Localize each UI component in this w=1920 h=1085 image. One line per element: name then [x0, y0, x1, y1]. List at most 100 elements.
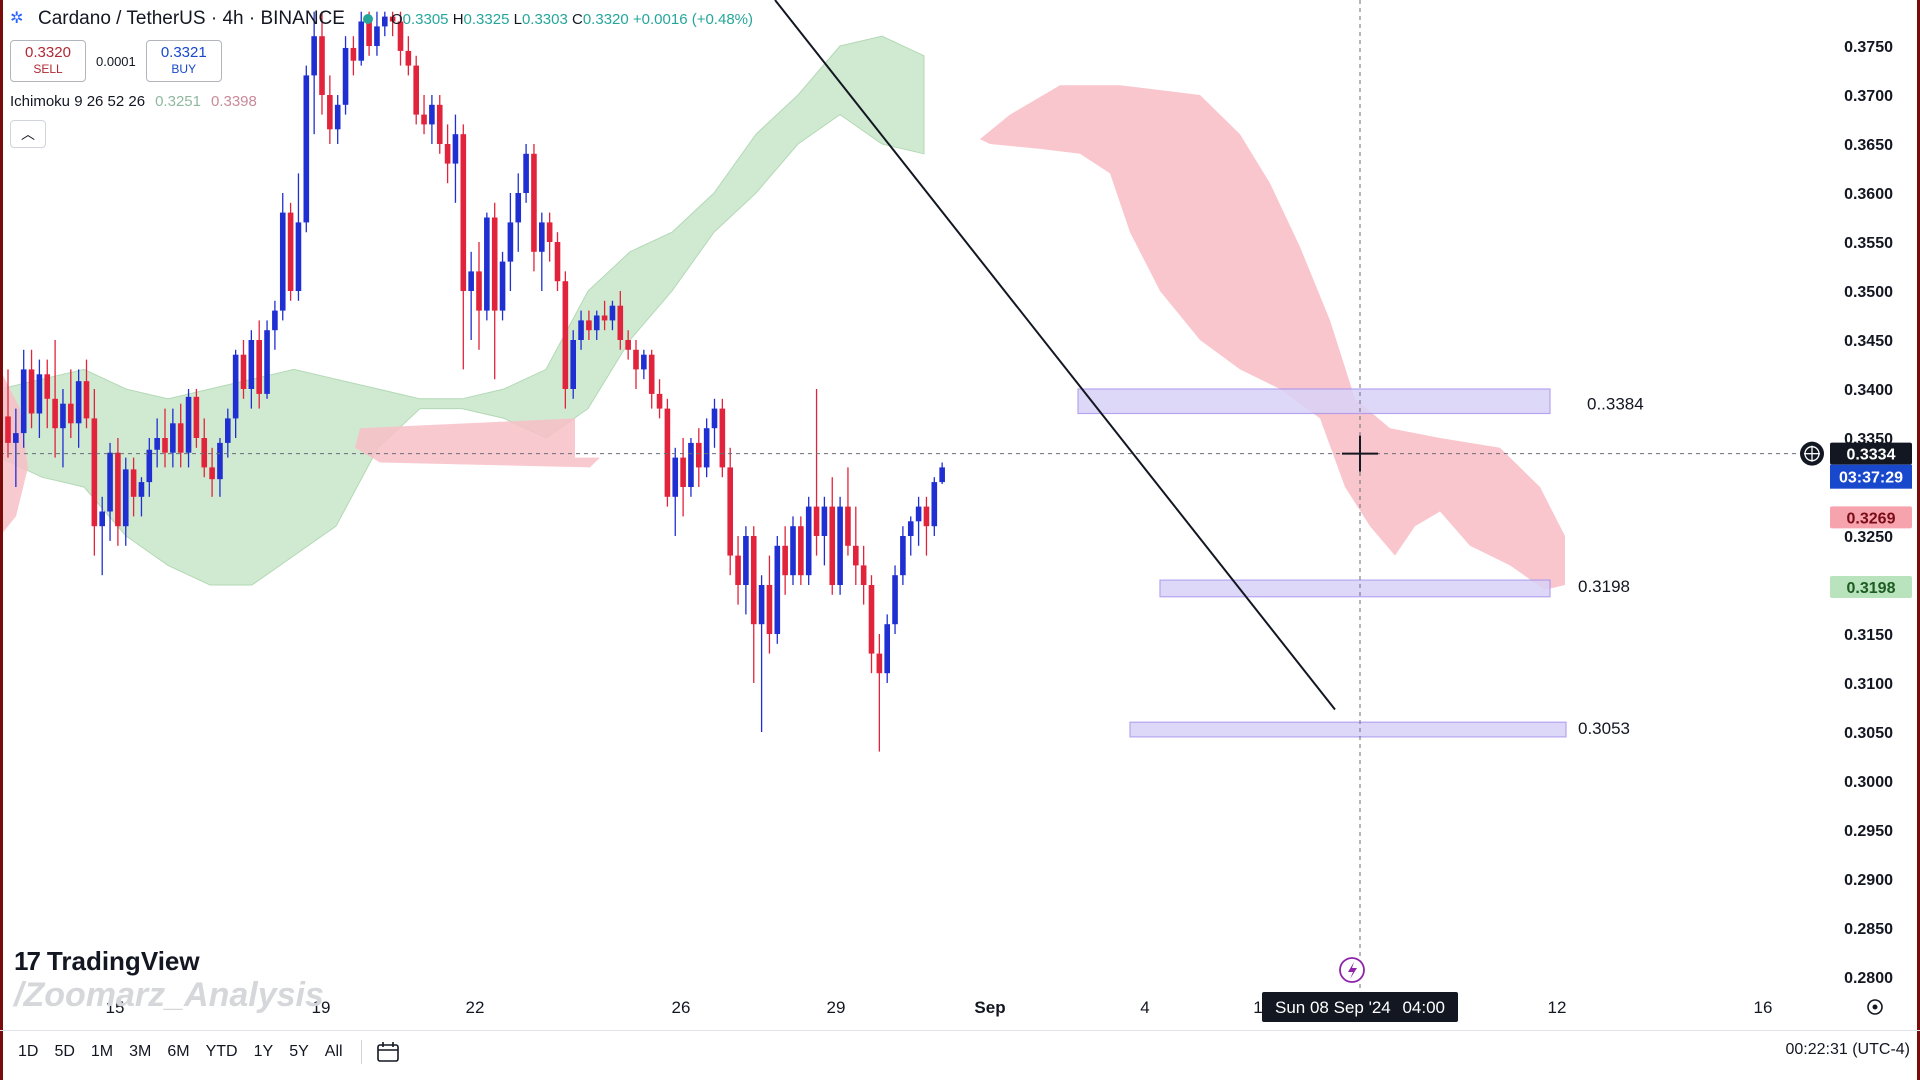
candle-body: [193, 396, 200, 438]
y-tick-label: 0.3450: [1844, 333, 1893, 350]
y-tick-label: 0.3150: [1844, 627, 1893, 644]
ohlc-change: +0.0016 (+0.48%): [632, 10, 753, 28]
spread-value: 0.0001: [96, 53, 136, 69]
ohlc-open: 0.3305: [402, 10, 449, 28]
candle-body: [892, 575, 898, 625]
candle-body: [436, 104, 443, 144]
candle-body: [36, 374, 43, 414]
candle-body: [696, 442, 702, 468]
candle-body: [44, 374, 51, 399]
clock-timezone[interactable]: 00:22:31 (UTC-4): [1785, 1041, 1911, 1058]
countdown-tag-bg: [1830, 464, 1912, 489]
y-tick-label: 0.3400: [1844, 382, 1893, 399]
candle-body: [774, 545, 781, 634]
candle-body: [798, 526, 804, 576]
symbol-title[interactable]: Cardano / TetherUS · 4h · BINANCE: [38, 8, 345, 29]
sell-price: 0.3320: [25, 44, 71, 61]
ichimoku-cloud-bullish: [0, 35, 925, 586]
range-button-5d[interactable]: 5D: [54, 1043, 75, 1060]
candle-body: [334, 104, 341, 130]
y-tick-label: 0.3050: [1844, 725, 1893, 742]
x-tick-label: 1: [1253, 998, 1262, 1017]
candle-body: [405, 50, 412, 66]
candle-body: [122, 469, 129, 527]
frame-edge-right: [1917, 0, 1920, 1080]
range-button-3m[interactable]: 3M: [129, 1043, 152, 1060]
candle-body: [107, 452, 113, 512]
range-button-6m[interactable]: 6M: [167, 1043, 190, 1060]
candle-body: [593, 315, 600, 331]
candle-body: [688, 442, 694, 487]
candle-body: [703, 428, 710, 468]
y-tick-label: 0.3000: [1844, 774, 1893, 791]
y-tick-label: 0.3250: [1844, 529, 1893, 546]
support-zone-3053: [1129, 721, 1567, 738]
indicator-value-1: 0.3251: [155, 93, 201, 110]
candle-body: [468, 271, 474, 291]
tradingview-logo: 17 TradingView: [14, 946, 200, 977]
y-tick-label: 0.3750: [1844, 39, 1893, 56]
range-button-1m[interactable]: 1M: [90, 1043, 114, 1060]
countdown-tag: 03:37:29: [1839, 470, 1903, 487]
range-button-5y[interactable]: 5Y: [289, 1043, 309, 1060]
x-tick-label: 16: [1754, 998, 1773, 1017]
candle-body: [515, 193, 522, 223]
range-button-ytd[interactable]: YTD: [205, 1043, 238, 1060]
level-label: 0.3198: [1578, 577, 1630, 596]
ohlc-high-label: H: [452, 10, 464, 28]
candle-body: [766, 585, 773, 634]
candle-body: [146, 449, 153, 483]
candle-body: [358, 21, 365, 61]
candle-body: [311, 36, 317, 76]
x-tick-label: 4: [1140, 998, 1149, 1017]
range-button-1d[interactable]: 1D: [18, 1043, 39, 1060]
candle-body: [83, 381, 90, 419]
y-tick-label: 0.3700: [1844, 88, 1893, 105]
candle-body: [13, 433, 19, 443]
x-tick-label: 22: [466, 998, 485, 1017]
candle-body: [735, 555, 741, 585]
ichimoku-cloud-bearish-mid: [355, 418, 600, 468]
candle-body: [177, 423, 184, 453]
range-button-1y[interactable]: 1Y: [253, 1043, 274, 1060]
tradingview-logo-text: TradingView: [46, 946, 200, 976]
ohlc-close: 0.3320: [582, 10, 629, 28]
tradingview-mark-icon: 17: [14, 946, 41, 976]
support-zone-3198: [1159, 579, 1551, 598]
candle-body: [484, 217, 490, 311]
buy-button[interactable]: 0.3321 BUY: [145, 40, 222, 82]
candle-body: [790, 526, 796, 576]
frame-edge-left: [0, 0, 3, 1080]
candle-body: [374, 26, 380, 46]
indicator-value-2: 0.3398: [210, 93, 257, 110]
candle-body: [782, 545, 788, 576]
candle-body: [507, 222, 514, 262]
sell-label: SELL: [33, 62, 63, 76]
crosshair-date-bg: [1262, 992, 1458, 1022]
candle-body: [256, 340, 262, 394]
sell-button[interactable]: 0.3320 SELL: [10, 40, 86, 82]
range-button-all[interactable]: All: [324, 1043, 343, 1060]
ohlc-low: 0.3303: [521, 10, 568, 28]
indicator-price-tag-red-bg: [1830, 506, 1912, 529]
indicator-legend[interactable]: Ichimoku 9 26 52 26 0.3251 0.3398: [10, 93, 257, 110]
candle-body: [75, 381, 82, 424]
level-label: 0.3053: [1578, 719, 1630, 738]
candle-body: [664, 408, 671, 497]
x-tick-label: 29: [827, 998, 846, 1017]
candle-body: [523, 153, 529, 193]
collapse-legend-button[interactable]: ︿: [10, 120, 46, 148]
candle-body: [91, 418, 98, 527]
calendar-goto-icon[interactable]: [376, 1041, 402, 1063]
candle-body: [586, 320, 592, 331]
candle-body: [719, 408, 726, 468]
candle-body: [868, 585, 875, 654]
candle-body: [240, 354, 247, 389]
candle-body: [648, 354, 655, 394]
candle-body: [99, 511, 105, 527]
candle-body: [319, 36, 325, 95]
candle-body: [444, 144, 451, 164]
toolbar-divider: [360, 1040, 362, 1064]
